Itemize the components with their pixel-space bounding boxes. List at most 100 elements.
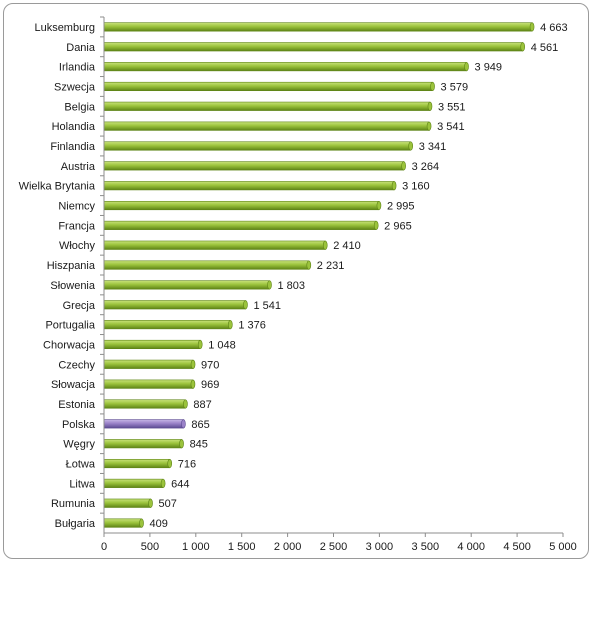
value-label-niemcy: 2 995 [387, 201, 415, 213]
category-label-chorwacja: Chorwacja [43, 339, 96, 351]
bar-słowacja [103, 379, 194, 389]
bar-austria [103, 161, 404, 171]
bar-bułgaria [103, 518, 142, 528]
bar-czechy [103, 359, 194, 369]
bar-cap-finlandia [408, 141, 414, 151]
bar-holandia [103, 121, 430, 131]
bar-cap-polska [181, 419, 186, 429]
bar-portugalia [103, 320, 231, 330]
x-tick-label: 1 500 [228, 541, 256, 553]
value-label-grecja: 1 541 [253, 300, 281, 312]
value-label-hiszpania: 2 231 [317, 260, 345, 272]
bar-węgry [103, 439, 182, 449]
x-tick-label: 1 000 [182, 541, 210, 553]
bar-wielka-brytania [103, 181, 395, 191]
bar-belgia [103, 101, 431, 111]
category-label-czechy: Czechy [58, 359, 95, 371]
x-tick-label: 4 500 [503, 541, 531, 553]
bar-cap-szwecja [430, 81, 435, 92]
category-label-wielka-brytania: Wielka Brytania [19, 181, 96, 193]
bar-cap-belgia [427, 101, 433, 111]
bar-finlandia [103, 141, 412, 151]
bar-cap-niemcy [376, 200, 382, 211]
value-label-portugalia: 1 376 [238, 320, 266, 332]
category-label-słowacja: Słowacja [51, 379, 96, 391]
bar-cap-estonia [183, 399, 188, 409]
bar-litwa [103, 478, 164, 488]
bar-cap-hiszpania [306, 260, 312, 270]
bar-chorwacja [103, 339, 201, 350]
x-tick-label: 2 500 [320, 541, 348, 553]
bar-irlandia [103, 62, 467, 72]
bar-hiszpania [103, 260, 310, 270]
x-tick-label: 4 000 [457, 541, 485, 553]
value-label-estonia: 887 [193, 399, 211, 411]
value-label-rumunia: 507 [159, 498, 177, 510]
category-label-portugalia: Portugalia [45, 320, 95, 332]
value-label-polska: 865 [191, 419, 209, 431]
chart-frame [3, 3, 589, 559]
bar-grecja [103, 300, 246, 310]
bar-cap-austria [401, 161, 406, 171]
value-label-chorwacja: 1 048 [208, 339, 236, 351]
bar-cap-irlandia [464, 62, 469, 72]
value-label-szwecja: 3 579 [441, 81, 469, 93]
value-label-finlandia: 3 341 [419, 141, 447, 153]
bar-cap-luksemburg [529, 22, 535, 32]
bar-cap-wielka-brytania [391, 181, 397, 191]
category-label-hiszpania: Hiszpania [47, 260, 96, 272]
value-label-francja: 2 965 [384, 220, 412, 232]
category-label-łotwa: Łotwa [66, 459, 96, 471]
bar-niemcy [103, 200, 380, 211]
bar-cap-chorwacja [197, 339, 203, 350]
bar-słowenia [103, 280, 270, 290]
value-label-holandia: 3 541 [437, 121, 465, 133]
bar-cap-słowenia [267, 280, 272, 290]
bar-cap-węgry [179, 439, 184, 449]
category-label-austria: Austria [61, 161, 96, 173]
x-tick-label: 3 500 [412, 541, 440, 553]
category-label-belgia: Belgia [64, 101, 95, 113]
category-label-francja: Francja [58, 220, 96, 232]
value-label-włochy: 2 410 [333, 240, 361, 252]
category-label-szwecja: Szwecja [54, 81, 96, 93]
category-label-niemcy: Niemcy [58, 201, 95, 213]
category-label-bułgaria: Bułgaria [55, 518, 96, 530]
bar-cap-grecja [243, 300, 248, 310]
bar-cap-portugalia [228, 320, 233, 330]
x-tick-label: 2 000 [274, 541, 302, 553]
category-label-dania: Dania [66, 42, 96, 54]
category-label-włochy: Włochy [59, 240, 96, 252]
bar-szwecja [103, 81, 433, 92]
category-label-węgry: Węgry [63, 439, 95, 451]
value-label-łotwa: 716 [178, 459, 196, 471]
x-tick-label: 3 000 [366, 541, 394, 553]
value-label-słowacja: 969 [201, 379, 219, 391]
bar-cap-rumunia [148, 498, 153, 508]
x-tick-label: 500 [141, 541, 159, 553]
category-label-finlandia: Finlandia [50, 141, 96, 153]
category-label-rumunia: Rumunia [51, 498, 96, 510]
bar-cap-włochy [322, 240, 328, 250]
value-label-irlandia: 3 949 [475, 62, 503, 74]
bar-cap-dania [520, 42, 525, 52]
bar-francja [103, 220, 377, 230]
value-label-austria: 3 264 [412, 161, 440, 173]
bar-polska [103, 419, 184, 429]
value-label-bułgaria: 409 [150, 518, 168, 530]
bar-cap-słowacja [190, 379, 196, 389]
bar-włochy [103, 240, 326, 250]
value-label-słowenia: 1 803 [278, 280, 306, 292]
bar-luksemburg [103, 22, 533, 32]
bar-rumunia [103, 498, 151, 508]
value-label-belgia: 3 551 [438, 101, 466, 113]
bar-dania [103, 42, 523, 52]
category-label-irlandia: Irlandia [59, 62, 96, 74]
bar-cap-litwa [160, 478, 166, 488]
value-label-dania: 4 561 [531, 42, 559, 54]
bar-cap-łotwa [167, 458, 173, 469]
bar-cap-czechy [190, 359, 196, 369]
bar-cap-bułgaria [139, 518, 144, 528]
category-label-grecja: Grecja [63, 300, 96, 312]
